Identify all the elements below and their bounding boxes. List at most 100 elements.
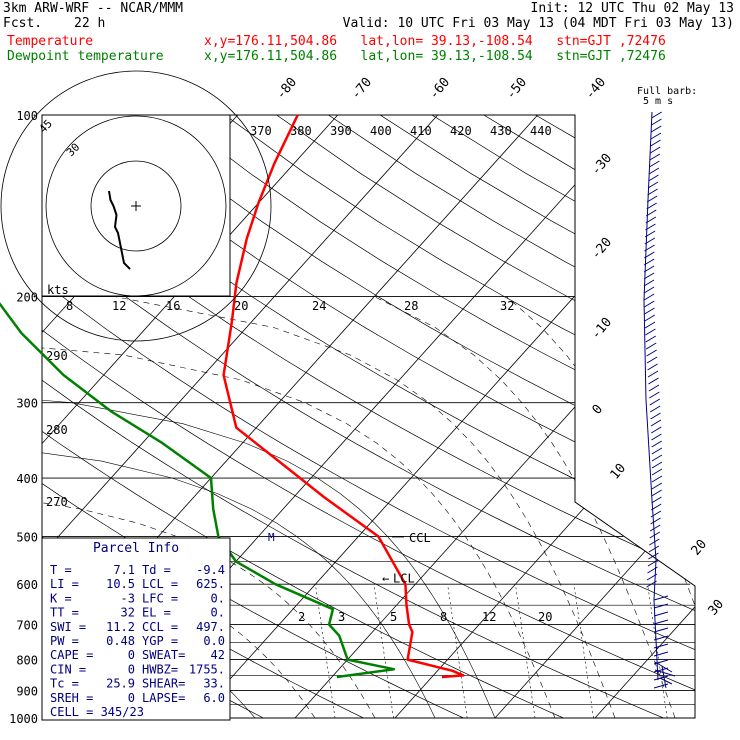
- wind-barb-flag: [644, 251, 655, 259]
- wind-barb-flag: [645, 216, 657, 224]
- lcl-arrow: ←: [382, 572, 389, 586]
- legend-temperature-location: x,y=176.11,504.86 lat,lon= 39.13,-108.54…: [204, 34, 666, 49]
- hodograph-trace: [108, 190, 131, 270]
- hodograph-scale-label: 12: [112, 299, 126, 313]
- wind-barb-flag: [651, 482, 663, 490]
- barb-key-line1: Full barb:: [637, 86, 697, 97]
- isotherm-label: -30: [589, 151, 616, 179]
- pressure-tick-label: 500: [16, 530, 38, 544]
- parcel-info-value: 625.: [196, 577, 225, 591]
- wind-barb-flag: [644, 307, 655, 315]
- wind-barb-flag: [653, 627, 669, 633]
- lcl-label: LCL: [393, 572, 415, 586]
- valid-time: Valid: 10 UTC Fri 03 May 13 (04 MDT Fri …: [342, 16, 734, 31]
- wind-barb-flag: [650, 412, 661, 420]
- parcel-info-label: CAPE =: [50, 648, 93, 662]
- parcel-info-label: SREH =: [50, 691, 93, 705]
- legend-temperature-name: Temperature: [7, 34, 94, 49]
- parcel-info-label: EL =: [142, 606, 171, 620]
- wind-barb-flag: [648, 545, 660, 553]
- parcel-info-box: Parcel Info T = 7.1 Td = -9.4 LI = 10.5 LCL = 62…: [41, 537, 231, 721]
- isotherm-line: [42, 115, 338, 718]
- wind-barb-flag: [650, 419, 662, 427]
- pressure-tick-label: 200: [16, 291, 38, 305]
- wind-barb-flag: [653, 651, 669, 657]
- hodograph-ring: [90, 160, 182, 252]
- model-title: 3km ARW-WRF -- NCAR/MMM: [3, 1, 184, 16]
- barb-key-line2: 5 m s: [643, 96, 673, 107]
- isotherm-label: -60: [427, 75, 454, 103]
- theta-left-label: 270: [46, 495, 68, 509]
- dry-adiabat-line: [69, 115, 695, 718]
- pressure-tick-label: 100: [16, 109, 38, 123]
- isotherm-label: -40: [583, 75, 610, 103]
- wind-barb-flag: [650, 125, 662, 133]
- parcel-info-label: K =: [50, 591, 72, 605]
- parcel-info-value: 42: [211, 648, 225, 662]
- pressure-tick-label: 800: [16, 654, 38, 668]
- wind-barb-flag: [651, 468, 663, 476]
- parcel-info-label: PW =: [50, 634, 79, 648]
- wind-barb-flag: [644, 244, 655, 252]
- parcel-info-label: LAPSE=: [142, 691, 185, 705]
- theta-left-label: 290: [46, 349, 68, 363]
- wind-barb-flag: [645, 328, 656, 336]
- dry-adiabat-line: [431, 115, 695, 718]
- dry-adiabat-line: [224, 115, 695, 718]
- wind-barb-flag: [643, 258, 655, 266]
- wind-barb-flag: [646, 349, 657, 357]
- parcel-info-value: 7.1: [113, 563, 135, 577]
- dry-adiabat-line: [172, 115, 695, 718]
- wind-barb-flag: [644, 321, 656, 329]
- mixing-ratio-label: 12: [482, 610, 496, 624]
- mixing-ratio-label: 3: [338, 610, 345, 624]
- dry-adiabat-line: [121, 115, 695, 718]
- wind-barb-flag: [644, 300, 655, 308]
- wind-barb-flag: [644, 230, 656, 238]
- parcel-info-value: 0: [128, 662, 135, 676]
- hodograph-ring: [0, 70, 272, 342]
- parcel-info-value: 497.: [196, 620, 225, 634]
- wind-barb-flag: [643, 286, 655, 294]
- forecast-hour: 22 h: [74, 16, 106, 31]
- moist-adiabat-line: [506, 296, 695, 718]
- isotherm-label: -70: [349, 75, 376, 103]
- wind-barb-flag: [648, 384, 660, 392]
- parcel-info-label: LCL =: [142, 577, 178, 591]
- wind-barb-flag: [650, 503, 662, 511]
- init-time: Init: 12 UTC Thu 02 May 13: [530, 1, 735, 16]
- parcel-info-label: Td =: [142, 563, 171, 577]
- theta-label: 420: [450, 124, 472, 138]
- hodograph-scale-label: 8: [66, 299, 73, 313]
- isotherm-label: -50: [504, 75, 531, 103]
- theta-label: 370: [250, 124, 272, 138]
- wind-barb-flag: [651, 118, 662, 126]
- wind-barb-flag: [646, 202, 657, 210]
- forecast-label: Fcst.: [3, 16, 43, 31]
- wind-barb-flag: [648, 552, 659, 560]
- wind-barb-flag: [646, 356, 658, 364]
- parcel-info-label: Tc =: [50, 677, 79, 691]
- parcel-info-value: 0.0: [203, 634, 225, 648]
- wind-barb-flag: [653, 595, 669, 601]
- parcel-info-value: 0.48: [106, 634, 135, 648]
- theta-label: 410: [410, 124, 432, 138]
- parcel-info-value: 0: [128, 648, 135, 662]
- wind-barb-flag: [653, 635, 669, 641]
- wind-barb-flag: [653, 603, 669, 609]
- isotherm-label: -20: [589, 235, 616, 263]
- wind-barb-flag: [647, 363, 658, 371]
- wind-barb-flag: [650, 139, 661, 147]
- dry-adiabat-line: [379, 115, 695, 718]
- theta-label: 440: [530, 124, 552, 138]
- wind-barb-flag: [651, 475, 663, 483]
- mixing-ratio-line: [373, 584, 394, 718]
- parcel-info-value: 11.2: [106, 620, 135, 634]
- mixing-ratio-line: [573, 584, 594, 718]
- dry-adiabat-line: [42, 115, 695, 718]
- isotherm-label: -10: [589, 315, 616, 343]
- parcel-info-value: 0.: [211, 591, 225, 605]
- isotherm-label: -80: [274, 75, 301, 103]
- parcel-info-value: 10.5: [106, 577, 135, 591]
- pressure-tick-label: 1000: [9, 712, 38, 726]
